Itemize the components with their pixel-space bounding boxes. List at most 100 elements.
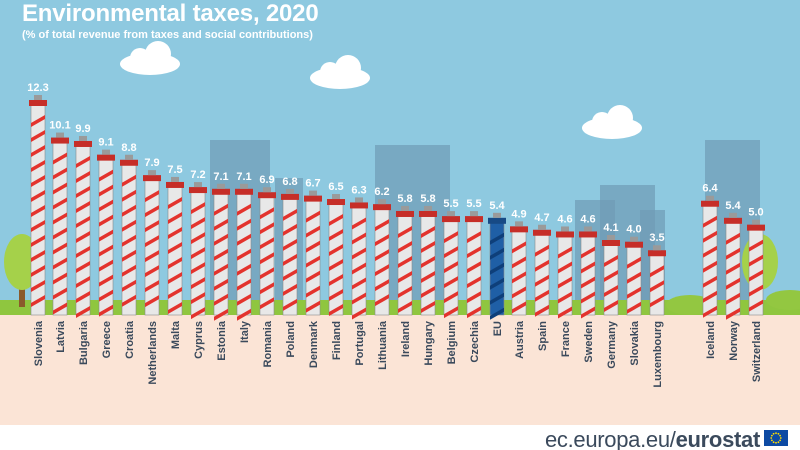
chimney-stripe (99, 274, 113, 287)
chimney-stripe (604, 255, 618, 267)
category-label-switzerland: Switzerland (751, 321, 763, 382)
chimney-austria (510, 221, 528, 316)
chimney-vent (240, 183, 248, 189)
chimney-stripe (512, 241, 526, 254)
chimney-stripe (31, 235, 45, 247)
chart-title: Environmental taxes, 2020 (22, 0, 319, 27)
chimney-stripe (99, 184, 113, 197)
chimney-stripe (535, 259, 549, 272)
chimney-stripe (398, 300, 412, 313)
chimney-vent (34, 95, 42, 100)
chimney-stripe (512, 271, 526, 284)
chimney-stripe (444, 261, 458, 274)
chimney-germany (602, 235, 620, 316)
chimney-vent (470, 211, 478, 217)
chimney-stripe (352, 247, 366, 260)
brand-site-prefix: ec.europa.eu/ (544, 427, 676, 450)
eurostat-brand[interactable]: ec.europa.eu/eurostat (545, 427, 760, 450)
chimney-vent (286, 188, 294, 194)
value-label-ireland: 5.8 (397, 193, 412, 205)
category-label-norway: Norway (728, 320, 740, 361)
chimney-malta (166, 176, 184, 316)
chimney-stripe (512, 256, 526, 269)
category-label-slovakia: Slovakia (629, 320, 641, 366)
eu-flag-icon (764, 430, 788, 446)
chimney-stripe (398, 285, 412, 298)
value-label-luxembourg: 3.5 (649, 232, 664, 244)
chimney-stripe (76, 155, 90, 168)
chimney-stripe (191, 277, 205, 290)
category-label-eu: EU (492, 321, 504, 336)
chimney-czechia (465, 211, 483, 319)
category-label-croatia: Croatia (124, 320, 136, 359)
category-label-spain: Spain (537, 321, 549, 351)
chimney-stripe (703, 245, 717, 258)
chimney-stripe (726, 247, 740, 260)
chimney-vent (729, 212, 737, 218)
chimney-stripe (703, 215, 717, 228)
value-label-bulgaria: 9.9 (75, 123, 90, 135)
chimney-portugal (350, 197, 368, 320)
value-label-estonia: 7.1 (213, 171, 228, 183)
value-label-austria: 4.9 (511, 208, 526, 220)
chimney-stripe (306, 240, 320, 253)
chimney-croatia (120, 154, 138, 316)
value-label-lithuania: 6.2 (374, 186, 389, 198)
value-label-slovakia: 4.0 (626, 224, 641, 236)
chimney-cap (488, 217, 506, 224)
chimney-stripe (329, 244, 343, 257)
value-label-netherlands: 7.9 (144, 157, 159, 169)
chimney-stripe (237, 218, 251, 231)
chimney-stripe (650, 295, 664, 308)
chimney-stripe (76, 185, 90, 198)
chimney-stripe (490, 232, 504, 245)
value-label-france: 4.6 (557, 213, 572, 225)
chimney-stripe (352, 217, 366, 230)
chimney-stripe (191, 307, 205, 320)
category-label-netherlands: Netherlands (147, 321, 159, 385)
value-label-denmark: 6.7 (305, 178, 320, 190)
chimney-norway (724, 212, 742, 320)
chimney-stripe (352, 262, 366, 275)
chimney-cap (465, 216, 483, 223)
chimney-stripe (352, 277, 366, 290)
chimney-stripe (76, 290, 90, 303)
chimney-stripe (214, 293, 228, 306)
category-label-france: France (560, 321, 572, 357)
chimney-stripe (168, 226, 182, 239)
chimney-stripe (726, 262, 740, 275)
chimney-stripe (703, 290, 717, 303)
chimney-vent (447, 211, 455, 217)
chimney-stripe (421, 225, 435, 238)
chimney-stripe (398, 270, 412, 283)
chimney-cap (166, 181, 184, 188)
cloud-shape (582, 105, 642, 139)
chimney-stripe (76, 230, 90, 243)
chimney-vent (332, 194, 340, 200)
chimney-stripe (122, 234, 136, 247)
chimney-stripe (398, 255, 412, 268)
chimney-cap (510, 226, 528, 233)
chimney-stripe (99, 244, 113, 257)
chimney-cap (120, 159, 138, 166)
chimney-belgium (442, 211, 460, 319)
chimney-stripe (53, 302, 67, 315)
chimney-stripe (53, 197, 67, 210)
chimney-stripe (191, 247, 205, 260)
chimney-stripe (237, 248, 251, 261)
chimney-stripe (191, 292, 205, 305)
chimney-stripe (283, 283, 297, 296)
chimney-vent (584, 226, 592, 232)
chimney-stripe (421, 240, 435, 253)
chimney-vent (309, 190, 317, 196)
chimney-stripe (627, 301, 641, 314)
chimney-stripe (168, 271, 182, 284)
chimney-stripe (627, 286, 641, 299)
chimney-stripe (490, 262, 504, 275)
chimney-stripe (581, 246, 595, 259)
chimney-stripe (76, 215, 90, 228)
chimney-stripe (581, 291, 595, 304)
chimney-cap (625, 241, 643, 248)
chimney-cap (442, 216, 460, 223)
value-label-switzerland: 5.0 (748, 207, 763, 219)
